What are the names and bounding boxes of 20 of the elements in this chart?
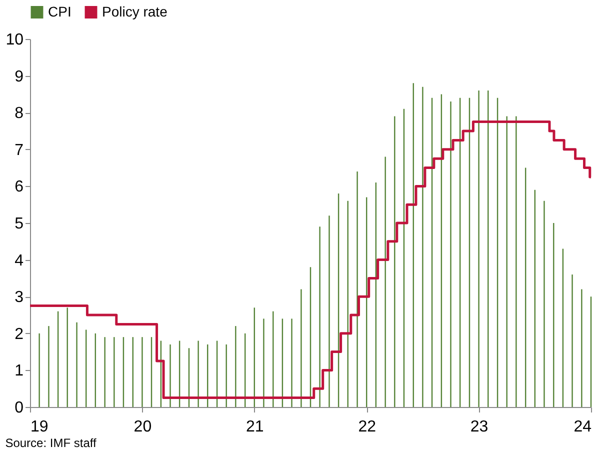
legend-label: CPI bbox=[48, 3, 72, 20]
x-tick-label: 24 bbox=[574, 418, 592, 436]
x-tick-label: 20 bbox=[134, 418, 152, 436]
x-tick-label: 19 bbox=[30, 418, 48, 436]
source-note: Source: IMF staff bbox=[5, 436, 98, 450]
y-tick-label: 9 bbox=[14, 68, 24, 86]
y-tick-label: 4 bbox=[14, 252, 24, 270]
x-tick-label: 21 bbox=[246, 418, 264, 436]
y-tick-label: 8 bbox=[14, 105, 24, 122]
y-tick-label: 10 bbox=[6, 32, 24, 48]
x-tick-label: 23 bbox=[470, 418, 488, 436]
y-tick-label: 7 bbox=[14, 142, 24, 159]
y-tick-label: 5 bbox=[14, 216, 24, 232]
y-tick-label: 0 bbox=[14, 400, 24, 416]
x-tick-label: 22 bbox=[358, 418, 376, 436]
y-tick-label: 3 bbox=[14, 289, 24, 306]
y-tick-label: 1 bbox=[14, 362, 24, 380]
y-tick-label: 6 bbox=[14, 178, 24, 196]
legend-label: Policy rate bbox=[102, 3, 168, 20]
y-tick-label: 2 bbox=[14, 326, 24, 343]
